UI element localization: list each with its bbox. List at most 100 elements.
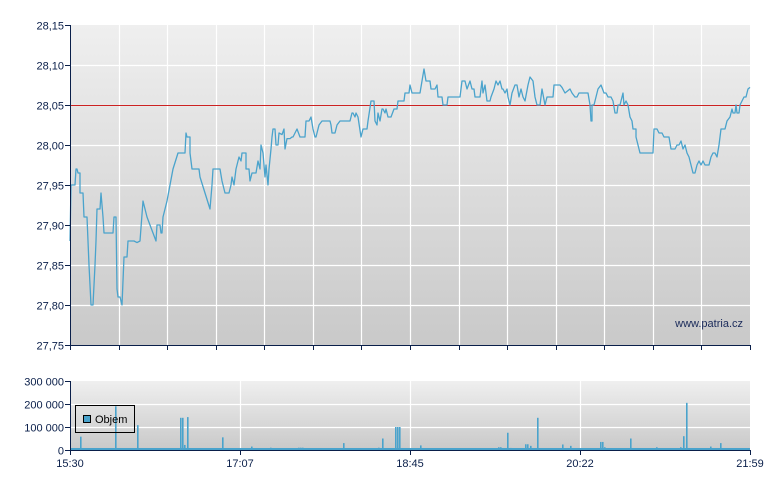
y-tick-label: 28,00 <box>36 141 64 153</box>
y-tick-label: 100 000 <box>24 423 64 435</box>
volume-bar <box>230 449 232 450</box>
volume-bar <box>710 446 712 450</box>
volume-x-ticks: 15:30 17:07 18:45 20:22 21:59 <box>56 450 764 470</box>
volume-bar <box>735 448 737 450</box>
volume-bar <box>570 445 572 450</box>
volume-bar <box>675 448 677 450</box>
volume-bar <box>382 438 384 450</box>
volume-bar <box>288 448 290 450</box>
x-tick-label: 15:30 <box>56 458 84 470</box>
y-tick-label: 28,10 <box>36 61 64 73</box>
volume-bar <box>437 448 439 450</box>
volume-bar <box>537 417 539 450</box>
price-x-ticks <box>70 345 751 350</box>
volume-bar <box>184 444 186 450</box>
volume-bar <box>515 448 517 450</box>
price-y-axis: 28,15 28,10 28,05 28,00 27,95 27,90 27,85 27,80… <box>36 21 70 353</box>
y-tick-label: 27,85 <box>36 261 64 273</box>
volume-bar <box>402 448 404 450</box>
volume-bar <box>527 444 529 450</box>
volume-bar <box>200 448 202 450</box>
y-tick-label: 28,15 <box>36 21 64 33</box>
volume-bar <box>160 448 162 450</box>
volume-bar <box>290 448 292 450</box>
volume-bar <box>500 447 502 450</box>
volume-bar <box>222 437 224 450</box>
volume-bar <box>115 406 117 450</box>
volume-bar <box>600 441 602 450</box>
volume-bar <box>320 448 322 450</box>
volume-bar <box>725 448 727 450</box>
y-tick-label: 300 000 <box>24 377 64 389</box>
volume-bar <box>510 447 512 450</box>
price-panel: 28,15 28,10 28,05 28,00 27,95 27,90 27,85 27,80… <box>36 21 751 353</box>
volume-bar <box>215 449 217 450</box>
volume-bar <box>680 447 682 450</box>
volume-bar <box>502 448 504 450</box>
volume-bar <box>700 448 702 450</box>
volume-bar <box>147 449 149 450</box>
volume-bar <box>683 436 685 450</box>
volume-bar <box>302 447 304 450</box>
volume-bar <box>98 448 100 450</box>
volume-bar <box>530 445 532 450</box>
volume-bar <box>360 448 362 450</box>
volume-y-axis: 300 000 200 000 100 000 0 <box>24 377 70 458</box>
x-tick-label: 21:59 <box>736 458 764 470</box>
volume-bar <box>130 448 132 450</box>
volume-bar <box>180 417 182 450</box>
y-tick-label: 0 <box>58 446 64 458</box>
volume-bar <box>80 436 82 450</box>
volume-bar <box>420 445 422 450</box>
volume-bar <box>85 449 87 450</box>
volume-bar <box>343 443 345 450</box>
volume-bar <box>590 448 592 450</box>
volume-bar <box>560 448 562 450</box>
y-tick-label: 27,80 <box>36 301 64 313</box>
legend-label: Objem <box>95 414 127 426</box>
volume-bar <box>140 449 142 450</box>
volume-bar <box>253 448 255 450</box>
volume-bar <box>251 446 253 450</box>
volume-bar <box>715 448 717 450</box>
volume-bar <box>300 447 302 450</box>
legend-box <box>75 405 135 433</box>
volume-bar <box>110 449 112 450</box>
legend-swatch-icon <box>83 415 91 423</box>
legend: Objem <box>75 405 135 433</box>
volume-bar <box>475 448 477 450</box>
volume-bar <box>610 448 612 450</box>
volume-bar <box>460 448 462 450</box>
x-tick-label: 20:22 <box>566 458 594 470</box>
watermark: www.patria.cz <box>674 318 743 330</box>
volume-bar <box>298 447 300 450</box>
x-tick-label: 18:45 <box>396 458 424 470</box>
volume-bar <box>137 425 139 450</box>
volume-grid <box>70 381 750 450</box>
volume-bar <box>525 444 527 450</box>
volume-bar <box>255 448 257 450</box>
volume-bar <box>670 448 672 450</box>
volume-bar <box>120 448 122 450</box>
volume-bar <box>378 447 380 450</box>
volume-bar <box>562 444 564 450</box>
volume-bar <box>602 441 604 450</box>
volume-bar <box>397 427 399 450</box>
volume-bar <box>597 448 599 450</box>
volume-bar <box>92 448 94 450</box>
volume-bar <box>250 448 252 450</box>
volume-baseline <box>70 448 750 450</box>
volume-bar <box>686 402 688 450</box>
volume-bar <box>190 448 192 450</box>
volume-bar <box>480 448 482 450</box>
volume-bar <box>72 448 74 450</box>
volume-bar <box>507 432 509 450</box>
price-line <box>69 68 751 306</box>
volume-bars <box>70 402 750 450</box>
volume-bar <box>660 448 662 450</box>
volume-bar <box>748 448 750 450</box>
volume-bar <box>187 417 189 450</box>
volume-bar <box>720 443 722 450</box>
volume-bar <box>163 448 165 450</box>
